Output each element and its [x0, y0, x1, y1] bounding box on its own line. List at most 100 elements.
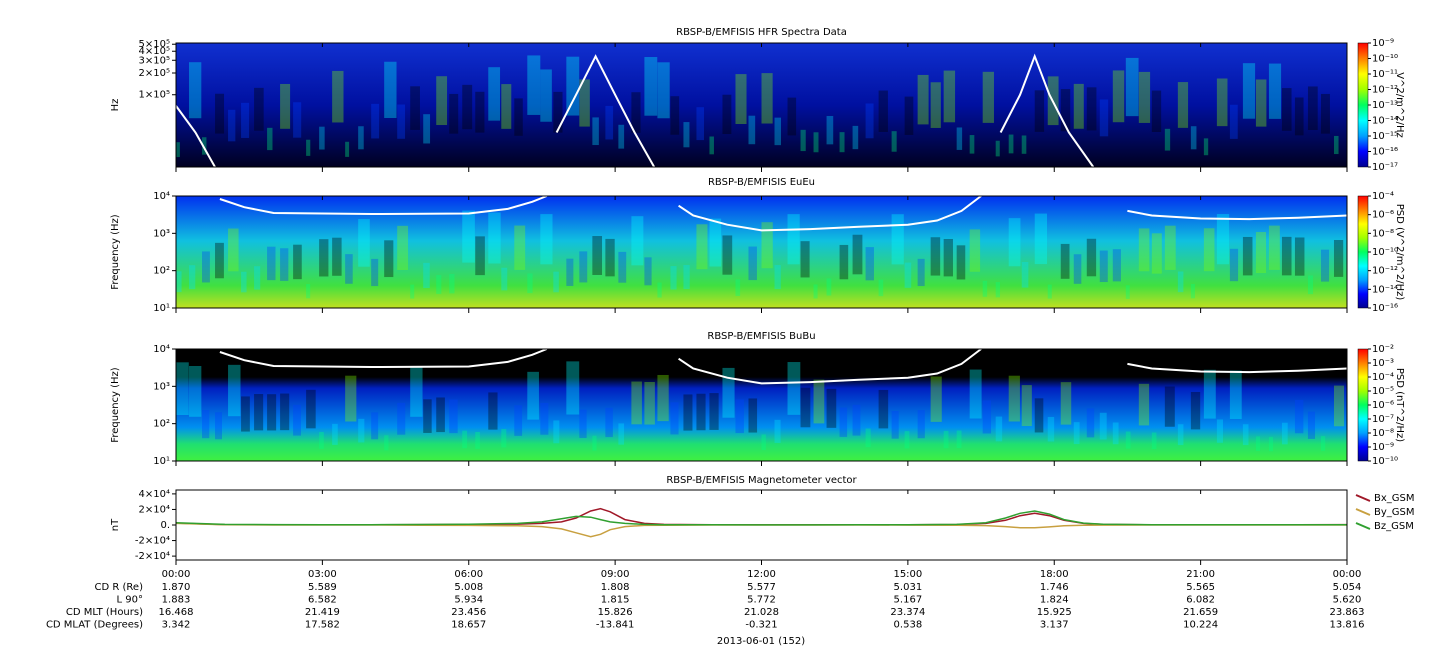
- ephemeris-value: 21.028: [744, 607, 779, 618]
- colorbar: [1357, 348, 1369, 462]
- spectrogram-texture: [514, 405, 523, 436]
- spectrogram-texture: [800, 129, 806, 152]
- ephemeris-value: 1.808: [601, 582, 630, 593]
- spectrogram-texture: [358, 126, 364, 150]
- spectrogram-texture: [189, 265, 196, 290]
- spectrogram-texture: [865, 428, 871, 448]
- colorbar-tick-label: 10⁻¹⁵: [1372, 131, 1398, 142]
- spectrogram-texture: [475, 431, 480, 449]
- spectrogram-texture: [423, 262, 430, 288]
- spectrogram-texture: [332, 237, 342, 276]
- ephemeris-value: 23.374: [890, 607, 925, 618]
- spectrogram-texture: [631, 381, 642, 425]
- spectrogram-texture: [449, 93, 459, 134]
- spectrogram-texture: [1190, 126, 1197, 150]
- colorbar-tick-label: 10⁻¹⁶: [1372, 147, 1398, 158]
- spectrogram-texture: [1255, 436, 1261, 451]
- y-tick-label: 10³: [153, 381, 170, 392]
- spectrogram-texture: [631, 216, 644, 266]
- spectrogram-texture: [1060, 243, 1070, 279]
- spectrogram-texture: [709, 393, 719, 430]
- spectrogram-texture: [852, 125, 859, 150]
- spectrogram-texture: [917, 410, 925, 439]
- spectrogram-texture: [644, 381, 655, 425]
- spectrogram-texture: [1229, 370, 1242, 419]
- spectrogram-texture: [254, 266, 261, 290]
- spectrogram-texture: [735, 279, 741, 296]
- ephemeris-value: 5.031: [894, 582, 923, 593]
- colorbar-tick-label: 10⁻⁹: [1372, 442, 1394, 453]
- spectrogram-texture: [670, 402, 679, 435]
- colorbar-label: PSD (nT^2/Hz): [1394, 368, 1405, 442]
- spectrogram-texture: [1086, 408, 1095, 438]
- spectrogram-texture: [514, 225, 526, 270]
- spectrogram-texture: [384, 61, 397, 119]
- spectrogram-texture: [1060, 89, 1071, 132]
- spectrogram-texture: [540, 402, 549, 435]
- spectrogram-texture: [371, 103, 380, 139]
- spectrogram-texture: [410, 366, 423, 417]
- spectrogram-texture: [553, 91, 563, 133]
- spectrogram-texture: [1151, 233, 1162, 274]
- spectrogram-texture: [527, 273, 533, 294]
- spectrogram-texture: [1229, 248, 1239, 282]
- y-tick-label: 10⁴: [153, 344, 170, 355]
- spectrogram-texture: [878, 90, 888, 132]
- spectrogram-texture: [1112, 70, 1125, 123]
- spectrogram-texture: [1333, 135, 1339, 155]
- spectrogram-texture: [1099, 99, 1109, 137]
- spectrogram-texture: [644, 57, 658, 116]
- colorbar-tick-label: 10⁻¹⁰: [1372, 456, 1398, 467]
- spectrogram-texture: [1151, 90, 1162, 132]
- spectrogram-texture: [215, 242, 224, 279]
- spectrogram-texture: [501, 84, 512, 129]
- frequency-line: [219, 348, 1348, 385]
- spectrogram-texture: [1255, 79, 1267, 127]
- spectrogram-texture: [1008, 375, 1020, 422]
- spectrogram-texture: [293, 102, 302, 138]
- spectrogram-texture: [826, 388, 837, 428]
- ephemeris-value: 3.137: [1040, 620, 1069, 631]
- spectrogram-texture: [813, 132, 819, 153]
- spectrogram-texture: [748, 246, 757, 281]
- ephemeris-value: -13.841: [596, 620, 635, 631]
- ephemeris-value: 1.883: [162, 595, 191, 606]
- spectrogram-texture: [826, 278, 832, 296]
- spectrogram-texture: [345, 375, 357, 422]
- y-tick-label: 10¹: [153, 456, 170, 467]
- spectrogram-texture: [1190, 284, 1195, 299]
- spectrogram-texture: [371, 412, 379, 440]
- y-tick-label: 0.: [160, 520, 170, 531]
- spectrogram-texture: [839, 244, 849, 280]
- colorbar-tick-label: 10⁻¹⁶: [1372, 303, 1398, 314]
- spectrogram-texture: [384, 435, 389, 451]
- spectrogram-texture: [1294, 237, 1305, 276]
- ephemeris-value: 23.456: [451, 607, 486, 618]
- spectrogram-texture: [579, 409, 587, 438]
- panel-title: RBSP-B/EMFISIS EuEu: [708, 177, 815, 188]
- spectrogram-texture: [488, 67, 501, 121]
- y-tick-label: 10²: [153, 419, 170, 430]
- spectrogram-texture: [371, 258, 379, 287]
- spectrogram-texture: [1242, 424, 1249, 446]
- spectrogram-texture: [267, 246, 276, 281]
- y-tick-label: -2×10⁴: [135, 551, 170, 562]
- spectrogram-texture: [696, 107, 705, 141]
- spectrogram-texture: [449, 273, 455, 294]
- panel-title: RBSP-B/EMFISIS HFR Spectra Data: [676, 27, 847, 38]
- spectrogram-texture: [813, 379, 825, 424]
- spectrogram-texture: [1125, 57, 1139, 117]
- spectrogram-texture: [943, 70, 956, 123]
- spectrogram-texture: [956, 430, 962, 449]
- spectrogram-texture: [189, 365, 202, 417]
- spectrogram-texture: [332, 70, 344, 123]
- spectrogram-texture: [1047, 284, 1052, 299]
- ephemeris-value: 5.008: [454, 582, 483, 593]
- spectrogram-texture: [241, 271, 247, 293]
- spectrogram-texture: [1320, 93, 1330, 134]
- spectrogram-texture: [345, 254, 353, 284]
- spectrogram-texture: [735, 399, 744, 434]
- spectrogram-texture: [1307, 275, 1314, 295]
- spectrogram-texture: [1073, 254, 1082, 284]
